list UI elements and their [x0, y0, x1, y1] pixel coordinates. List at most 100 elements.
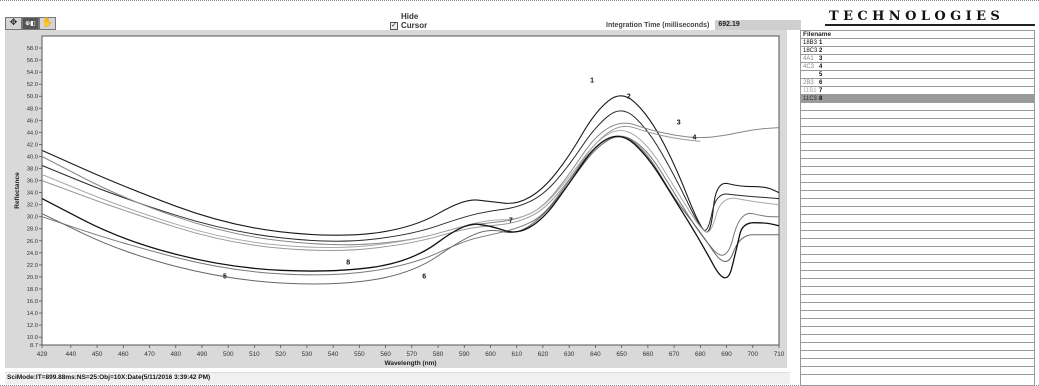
file-list-empty-row[interactable] [801, 239, 1034, 247]
file-list-row[interactable]: 18C3 2 [801, 47, 1034, 55]
series-line-4[interactable] [41, 125, 701, 252]
y-tick-label: 36.0 [27, 179, 38, 185]
file-list-empty-row[interactable] [801, 271, 1034, 279]
spectrum-chart-svg[interactable]: 429 440 450 460 470 480 490 500 510 520 530 540 550 5… [5, 30, 787, 368]
status-text: SciMode:IT=899.88ms:NS=25:Obj=10X:Date(5… [7, 374, 211, 381]
y-tick-label: 58.0 [27, 46, 38, 52]
file-list-empty-row[interactable] [801, 111, 1034, 119]
y-tick-label: 38.0 [27, 167, 38, 173]
x-tick-label: 620 [538, 351, 549, 358]
file-name: 18B3 [803, 40, 818, 46]
x-axis-label: Wavelength (nm) [384, 360, 436, 367]
file-list-empty-row[interactable] [801, 143, 1034, 151]
series-line-5[interactable] [41, 135, 779, 276]
y-tick-label: 12.0 [27, 323, 38, 329]
file-index: 4 [819, 64, 823, 70]
file-list-row[interactable]: 2B3 6 [801, 79, 1034, 87]
y-tick-label: 30.0 [27, 215, 38, 221]
file-list-empty-row[interactable] [801, 191, 1034, 199]
file-index: 1 [819, 40, 823, 46]
brand-underline [825, 24, 1035, 26]
series-line-7[interactable] [41, 130, 780, 249]
x-tick-label: 670 [669, 351, 680, 358]
file-name: 4C3 [803, 64, 815, 70]
file-list-empty-row[interactable] [801, 103, 1034, 111]
integration-time-field[interactable]: 692.19 [715, 20, 802, 30]
y-tick-label: 26.0 [27, 239, 38, 245]
x-tick-label: 460 [118, 351, 129, 358]
file-list-empty-row[interactable] [801, 247, 1034, 255]
spectrum-graph[interactable]: 429 440 450 460 470 480 490 500 510 520 530 540 550 5… [5, 30, 787, 368]
file-list-empty-row[interactable] [801, 167, 1034, 175]
x-tick-label: 540 [328, 351, 339, 358]
y-tick-label: 40.0 [27, 154, 38, 160]
file-list-empty-row[interactable] [801, 119, 1034, 127]
file-list-empty-row[interactable] [801, 295, 1034, 303]
y-tick-label: 42.0 [27, 142, 38, 148]
file-list-empty-row[interactable] [801, 343, 1034, 351]
file-list-empty-row[interactable] [801, 231, 1034, 239]
series-line-8[interactable] [41, 135, 780, 279]
file-list-empty-row[interactable] [801, 279, 1034, 287]
y-tick-label: 46.0 [27, 118, 38, 124]
hand-tool-button[interactable]: ✋ [39, 17, 56, 30]
x-tick-label: 680 [695, 351, 706, 358]
file-list-panel[interactable]: Filename 18B3 1 18C3 2 4A1 3 4C3 4 5 2B3 6 11B1 7 11C… [800, 30, 1035, 386]
x-tick-label: 560 [380, 351, 391, 358]
y-tick-label: 52.0 [27, 82, 38, 88]
file-list-empty-row[interactable] [801, 351, 1034, 359]
status-bar: SciMode:IT=899.88ms:NS=25:Obj=10X:Date(5… [5, 372, 790, 384]
file-list-empty-row[interactable] [801, 335, 1034, 343]
series-label-7: 7 [509, 218, 513, 225]
file-list-row[interactable]: 11B1 7 [801, 87, 1034, 95]
file-list-row[interactable]: 4A1 3 [801, 55, 1034, 63]
series-line-6[interactable] [41, 136, 779, 285]
file-list-empty-row[interactable] [801, 175, 1034, 183]
x-tick-label: 470 [144, 351, 155, 358]
file-list-empty-row[interactable] [801, 319, 1034, 327]
y-tick-label: 22.0 [27, 263, 38, 269]
file-list-empty-row[interactable] [801, 287, 1034, 295]
x-tick-label: 580 [433, 351, 444, 358]
x-tick-label: 650 [616, 351, 627, 358]
file-list-empty-row[interactable] [801, 311, 1034, 319]
hide-cursor-checkbox[interactable]: ✓ [390, 22, 398, 30]
file-index: 5 [819, 72, 823, 78]
file-list-empty-row[interactable] [801, 215, 1034, 223]
file-index: 2 [819, 48, 823, 54]
file-list-empty-row[interactable] [801, 223, 1034, 231]
file-list-empty-row[interactable] [801, 159, 1034, 167]
hide-cursor-toggle[interactable]: ✓ Hide Cursor [390, 12, 427, 30]
file-list-empty-row[interactable] [801, 151, 1034, 159]
y-tick-label: 10.0 [27, 335, 38, 341]
file-list-empty-row[interactable] [801, 303, 1034, 311]
x-tick-label: 480 [171, 351, 182, 358]
file-list-empty-row[interactable] [801, 135, 1034, 143]
y-tick-label: 50.0 [27, 94, 38, 100]
series-line-1[interactable] [41, 95, 780, 236]
file-index: 7 [819, 88, 823, 94]
file-list-empty-row[interactable] [801, 327, 1034, 335]
file-index: 8 [819, 96, 823, 102]
file-list-row[interactable]: 4C3 4 [801, 63, 1034, 71]
y-tick-label: 32.0 [27, 203, 38, 209]
file-list-empty-row[interactable] [801, 359, 1034, 367]
y-axis-label: Reflectance [14, 172, 21, 209]
file-list-rows: 18B3 1 18C3 2 4A1 3 4C3 4 5 2B3 6 11B1 7 11C3 8 [801, 39, 1034, 375]
pan-tool-button[interactable]: ✥ [5, 17, 22, 30]
brand-logo-text: TECHNOLOGIES [829, 9, 1005, 24]
file-list-empty-row[interactable] [801, 263, 1034, 271]
file-list-empty-row[interactable] [801, 183, 1034, 191]
plot-area[interactable] [41, 35, 780, 346]
y-tick-label: 14.0 [27, 311, 38, 317]
file-list-empty-row[interactable] [801, 207, 1034, 215]
file-list-empty-row[interactable] [801, 127, 1034, 135]
file-list-empty-row[interactable] [801, 199, 1034, 207]
zoom-tool-button[interactable]: ⊕◧ [22, 17, 39, 30]
file-list-row[interactable]: 5 [801, 71, 1034, 79]
x-tick-label: 590 [459, 351, 470, 358]
file-list-row[interactable]: 11C3 8 [801, 95, 1034, 103]
file-list-row[interactable]: 18B3 1 [801, 39, 1034, 47]
file-list-empty-row[interactable] [801, 255, 1034, 263]
file-list-empty-row[interactable] [801, 367, 1034, 375]
